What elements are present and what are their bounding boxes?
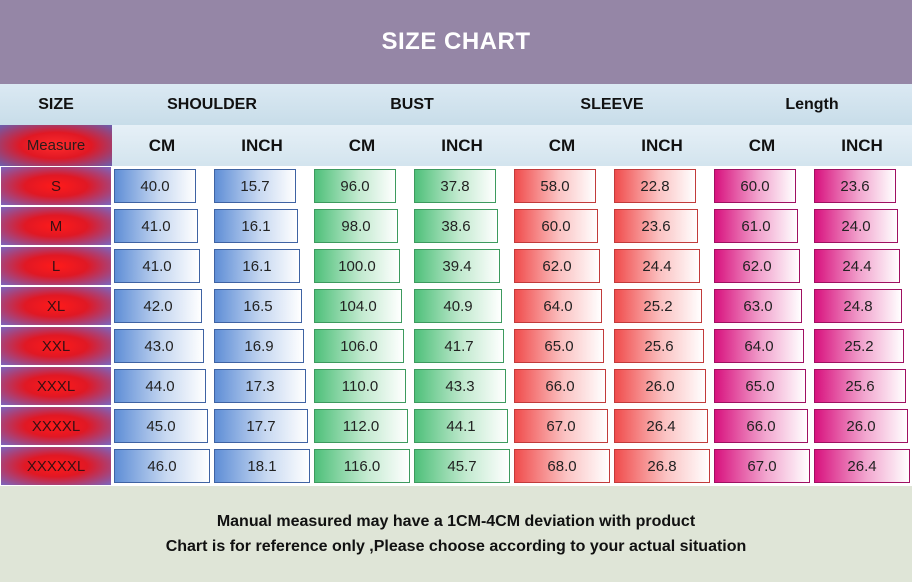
measurement-cell: 45.0 xyxy=(114,409,208,443)
measurement-cell: 39.4 xyxy=(414,249,500,283)
header-measure: Measure xyxy=(0,125,112,166)
measurement-cell: 66.0 xyxy=(714,409,808,443)
size-label-cell: XXL xyxy=(1,327,111,365)
header-shoulder: SHOULDER xyxy=(112,84,312,125)
measurement-cell: 104.0 xyxy=(314,289,402,323)
measurement-cell: 110.0 xyxy=(314,369,406,403)
measurement-cell: 25.2 xyxy=(614,289,702,323)
header-length: Length xyxy=(712,84,912,125)
measurement-cell: 41.0 xyxy=(114,249,200,283)
measurement-cell: 62.0 xyxy=(714,249,800,283)
measurement-cell: 68.0 xyxy=(514,449,610,483)
measurement-cell: 44.1 xyxy=(414,409,508,443)
measurement-cell: 18.1 xyxy=(214,449,310,483)
size-label-cell: M xyxy=(1,207,111,245)
measurement-cell: 25.6 xyxy=(614,329,704,363)
measurement-cell: 65.0 xyxy=(714,369,806,403)
measurement-cell: 26.0 xyxy=(614,369,706,403)
unit-header: INCH xyxy=(412,125,512,166)
measurement-cell: 116.0 xyxy=(314,449,410,483)
measurement-cell: 24.0 xyxy=(814,209,898,243)
unit-header: INCH xyxy=(212,125,312,166)
size-label-cell: XXXL xyxy=(1,367,111,405)
measurement-cell: 62.0 xyxy=(514,249,600,283)
header-sleeve: SLEEVE xyxy=(512,84,712,125)
measurement-cell: 42.0 xyxy=(114,289,202,323)
unit-header: CM xyxy=(512,125,612,166)
measurement-cell: 41.0 xyxy=(114,209,198,243)
measurement-cell: 26.4 xyxy=(614,409,708,443)
measurement-cell: 96.0 xyxy=(314,169,396,203)
measurement-cell: 17.3 xyxy=(214,369,306,403)
measurement-cell: 24.8 xyxy=(814,289,902,323)
size-label-cell: XXXXL xyxy=(1,407,111,445)
measurement-cell: 46.0 xyxy=(114,449,210,483)
measurement-cell: 16.1 xyxy=(214,209,298,243)
measurement-cell: 60.0 xyxy=(714,169,796,203)
measurement-cell: 45.7 xyxy=(414,449,510,483)
header-size: SIZE xyxy=(0,84,112,125)
measurement-cell: 38.6 xyxy=(414,209,498,243)
measurement-cell: 67.0 xyxy=(714,449,810,483)
measurement-cell: 25.6 xyxy=(814,369,906,403)
measurement-cell: 43.0 xyxy=(114,329,204,363)
unit-header: CM xyxy=(312,125,412,166)
measurement-cell: 17.7 xyxy=(214,409,308,443)
measurement-cell: 26.0 xyxy=(814,409,908,443)
measurement-cell: 16.1 xyxy=(214,249,300,283)
unit-header: CM xyxy=(712,125,812,166)
measurement-cell: 24.4 xyxy=(814,249,900,283)
measurement-cell: 61.0 xyxy=(714,209,798,243)
measurement-cell: 41.7 xyxy=(414,329,504,363)
measurement-cell: 16.5 xyxy=(214,289,302,323)
size-label-cell: L xyxy=(1,247,111,285)
size-table: SIZE SHOULDER BUST SLEEVE Length Measure… xyxy=(0,84,912,486)
unit-header: INCH xyxy=(812,125,912,166)
measurement-cell: 23.6 xyxy=(614,209,698,243)
measurement-cell: 37.8 xyxy=(414,169,496,203)
footer-note: Manual measured may have a 1CM-4CM devia… xyxy=(0,486,912,582)
measurement-cell: 43.3 xyxy=(414,369,506,403)
measurement-cell: 26.4 xyxy=(814,449,910,483)
unit-header: INCH xyxy=(612,125,712,166)
footer-line-2: Chart is for reference only ,Please choo… xyxy=(165,538,747,555)
size-label-cell: XL xyxy=(1,287,111,325)
measurement-cell: 63.0 xyxy=(714,289,802,323)
measurement-cell: 24.4 xyxy=(614,249,700,283)
measurement-cell: 64.0 xyxy=(514,289,602,323)
header-bust: BUST xyxy=(312,84,512,125)
measurement-cell: 40.0 xyxy=(114,169,196,203)
measurement-cell: 98.0 xyxy=(314,209,398,243)
measurement-cell: 23.6 xyxy=(814,169,896,203)
footer-line-1: Manual measured may have a 1CM-4CM devia… xyxy=(216,513,696,530)
measurement-cell: 64.0 xyxy=(714,329,804,363)
chart-title: SIZE CHART xyxy=(381,28,531,55)
measurement-cell: 22.8 xyxy=(614,169,696,203)
measurement-cell: 15.7 xyxy=(214,169,296,203)
measurement-cell: 67.0 xyxy=(514,409,608,443)
title-bar: SIZE CHART xyxy=(0,0,912,84)
size-label-cell: XXXXXL xyxy=(1,447,111,485)
measurement-cell: 100.0 xyxy=(314,249,400,283)
measurement-cell: 65.0 xyxy=(514,329,604,363)
measurement-cell: 66.0 xyxy=(514,369,606,403)
unit-header: CM xyxy=(112,125,212,166)
measurement-cell: 106.0 xyxy=(314,329,404,363)
size-label-cell: S xyxy=(1,167,111,205)
measurement-cell: 60.0 xyxy=(514,209,598,243)
measurement-cell: 16.9 xyxy=(214,329,304,363)
measurement-cell: 58.0 xyxy=(514,169,596,203)
measurement-cell: 44.0 xyxy=(114,369,206,403)
measurement-cell: 25.2 xyxy=(814,329,904,363)
measurement-cell: 112.0 xyxy=(314,409,408,443)
measurement-cell: 40.9 xyxy=(414,289,502,323)
measurement-cell: 26.8 xyxy=(614,449,710,483)
